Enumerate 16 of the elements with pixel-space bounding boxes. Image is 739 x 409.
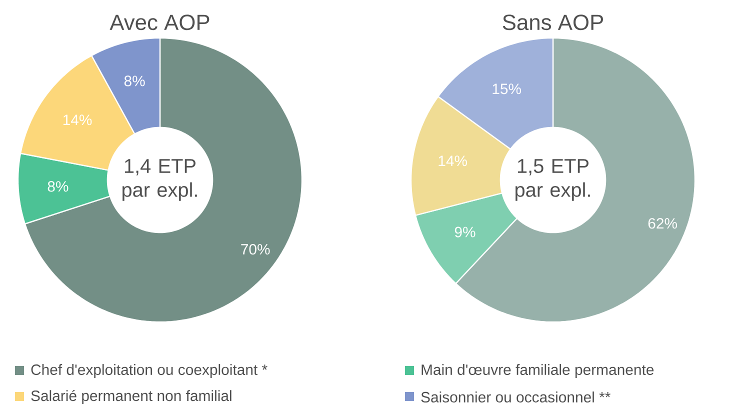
legend-label: Chef d'exploitation ou coexploitant *: [31, 364, 268, 378]
legend-label: Saisonnier ou occasionnel **: [421, 392, 610, 402]
data-label: 70%: [241, 244, 270, 255]
legend-label: Main d'œuvre familiale permanente: [422, 364, 654, 378]
data-label: 8%: [48, 181, 68, 192]
data-label: 62%: [648, 218, 677, 229]
data-label: 15%: [492, 84, 521, 94]
data-label: 14%: [63, 114, 92, 126]
data-label: 8%: [124, 76, 145, 86]
text: 1,5 ETP par expl.: [516, 159, 590, 201]
text: 1,4 ETP par expl.: [122, 159, 197, 201]
chart-title: Sans AOP: [502, 14, 603, 30]
chart-title: Avec AOP: [110, 14, 210, 30]
data-label: 14%: [438, 156, 467, 166]
data-label: 9%: [454, 226, 476, 238]
legend-label: Salarié permanent non familial: [31, 390, 232, 404]
